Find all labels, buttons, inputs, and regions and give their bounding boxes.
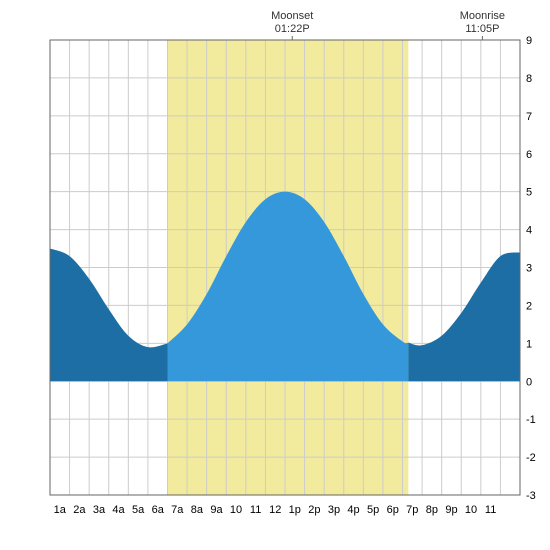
y-tick-label: 7	[526, 111, 532, 123]
x-tick-label: 6p	[387, 504, 399, 516]
x-tick-label: 8a	[191, 504, 204, 516]
x-tick-label: 10	[230, 504, 242, 516]
y-tick-label: 5	[526, 187, 532, 199]
y-tick-label: 0	[526, 376, 532, 388]
moon-event-title: Moonset	[262, 10, 322, 23]
y-tick-label: 8	[526, 73, 532, 85]
x-tick-label: 3a	[93, 504, 106, 516]
x-tick-label: 10	[465, 504, 477, 516]
x-tick-label: 5a	[132, 504, 145, 516]
moon-event-title: Moonrise	[452, 10, 512, 23]
y-tick-label: -3	[526, 490, 536, 502]
x-tick-label: 9a	[210, 504, 223, 516]
x-tick-label: 7a	[171, 504, 184, 516]
x-tick-label: 6a	[152, 504, 165, 516]
x-tick-label: 4a	[112, 504, 125, 516]
y-tick-label: 9	[526, 35, 532, 47]
x-tick-label: 7p	[406, 504, 418, 516]
x-tick-label: 9p	[445, 504, 457, 516]
y-tick-label: 2	[526, 300, 532, 312]
x-tick-label: 2a	[73, 504, 86, 516]
tide-chart: 1a2a3a4a5a6a7a8a9a1011121p2p3p4p5p6p7p8p…	[10, 10, 540, 540]
y-tick-label: 1	[526, 338, 532, 350]
moon-event-time: 01:22P	[262, 23, 322, 36]
y-tick-label: 4	[526, 225, 532, 237]
x-tick-label: 2p	[308, 504, 320, 516]
x-tick-label: 11	[250, 504, 261, 516]
x-tick-label: 1a	[54, 504, 67, 516]
y-tick-label: -2	[526, 452, 536, 464]
x-tick-label: 11	[485, 504, 496, 516]
x-tick-label: 1p	[289, 504, 301, 516]
x-tick-label: 5p	[367, 504, 379, 516]
moonrise-label: Moonrise11:05P	[452, 10, 512, 36]
moonset-label: Moonset01:22P	[262, 10, 322, 36]
moon-event-time: 11:05P	[452, 23, 512, 36]
y-tick-label: 6	[526, 149, 532, 161]
x-tick-label: 3p	[328, 504, 340, 516]
y-tick-label: -1	[526, 414, 536, 426]
chart-svg: 1a2a3a4a5a6a7a8a9a1011121p2p3p4p5p6p7p8p…	[10, 10, 540, 540]
x-tick-label: 4p	[347, 504, 359, 516]
x-tick-label: 8p	[426, 504, 438, 516]
x-tick-label: 12	[269, 504, 281, 516]
y-tick-label: 3	[526, 263, 532, 275]
